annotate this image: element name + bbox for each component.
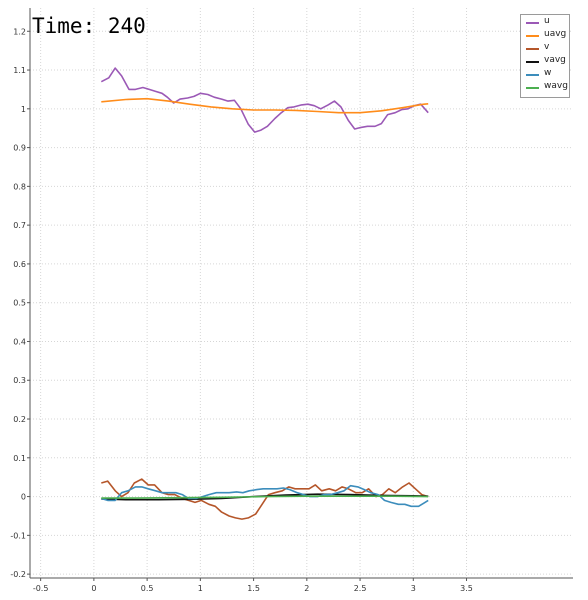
legend-label: vavg [544, 55, 566, 65]
x-tick-label: 2 [304, 584, 309, 593]
x-tick-label: 3 [411, 584, 416, 593]
y-tick-label: 0.1 [13, 454, 26, 463]
legend-label: uavg [544, 29, 567, 39]
legend-item-u: u [521, 16, 569, 28]
y-tick-label: 0.6 [13, 260, 26, 269]
legend-swatch [526, 35, 539, 37]
series-line-wavg [101, 495, 429, 499]
legend-swatch [526, 74, 539, 76]
y-tick-label: 1.1 [13, 66, 26, 75]
y-tick-label: 0.7 [13, 221, 26, 230]
legend-label: u [544, 16, 550, 26]
y-tick-label: 0.4 [13, 337, 26, 346]
legend-item-v: v [521, 42, 569, 54]
y-tick-label: -0.2 [10, 570, 26, 579]
x-tick-label: 1 [198, 584, 203, 593]
legend-item-uavg: uavg [521, 29, 569, 41]
legend-label: v [544, 42, 550, 52]
legend-label: w [544, 68, 552, 78]
x-tick-label: 0.5 [141, 584, 154, 593]
legend-item-w: w [521, 68, 569, 80]
legend-swatch [526, 48, 539, 50]
legend-item-wavg: wavg [521, 81, 569, 93]
legend: u uavg v vavg w wavg [520, 14, 570, 98]
series-line-u [100, 67, 429, 133]
series-line-uavg [101, 97, 429, 114]
legend-swatch [526, 22, 539, 24]
x-tick-label: 3.5 [460, 584, 473, 593]
legend-label: wavg [544, 81, 568, 91]
x-tick-label: 2.5 [354, 584, 367, 593]
y-tick-label: 0.2 [13, 415, 26, 424]
time-label: Time: 240 [32, 14, 146, 38]
y-tick-label: 0.9 [13, 144, 26, 153]
legend-swatch [526, 87, 539, 89]
series-lines [100, 67, 429, 520]
y-tick-label: 0.5 [13, 299, 26, 308]
y-tick-label: 0.3 [13, 376, 26, 385]
axes: -0.2 -0.1 0 0.1 0.2 0.3 0.4 0.5 0.6 0.7 0.8 0.9 1 1.1… [10, 8, 573, 593]
legend-item-vavg: vavg [521, 55, 569, 67]
legend-swatch [526, 61, 539, 63]
y-tick-label: -0.1 [10, 531, 26, 540]
series-line-w [101, 484, 429, 508]
y-tick-label: 0.8 [13, 182, 26, 191]
y-tick-label: 1 [21, 105, 26, 114]
y-tick-label: 0 [21, 493, 26, 502]
x-tick-label: 1.5 [247, 584, 260, 593]
grid [30, 8, 573, 578]
x-tick-label: 0 [91, 584, 96, 593]
y-tick-label: 1.2 [13, 27, 26, 36]
x-tick-label: -0.5 [33, 584, 49, 593]
